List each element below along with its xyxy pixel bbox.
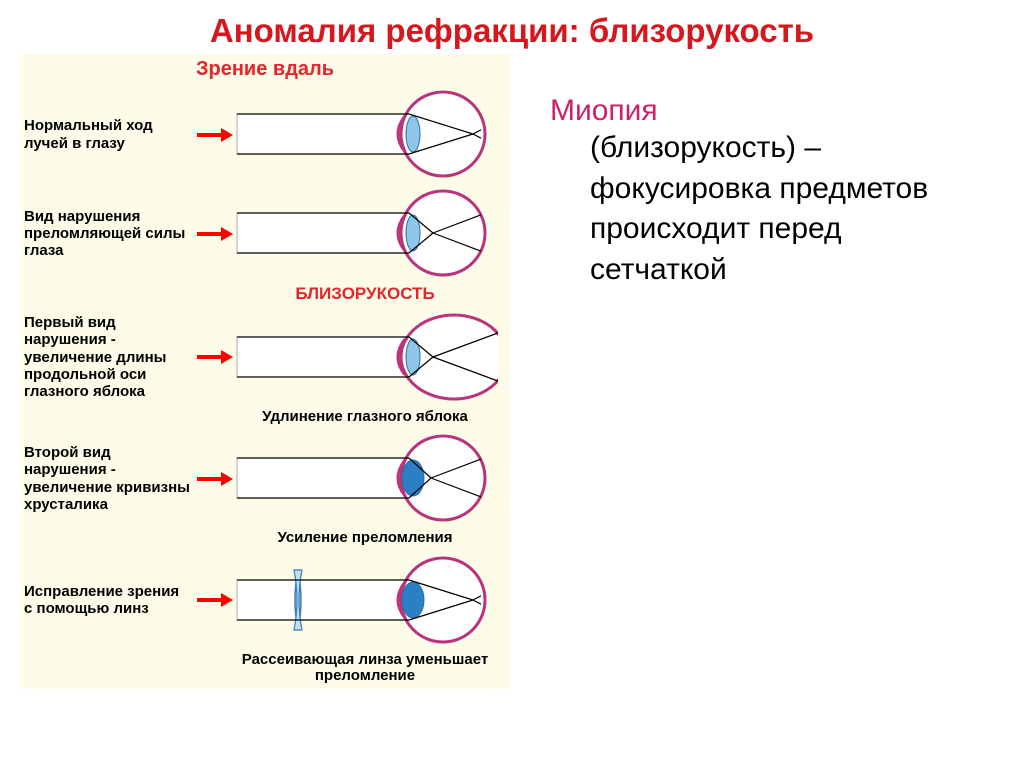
term: Миопия bbox=[550, 94, 970, 128]
row-caption: Рассеивающая линза уменьшает преломление bbox=[235, 650, 495, 689]
row-caption: Усиление преломления bbox=[235, 528, 495, 551]
row-label: Первый вид нарушения - увеличение длины … bbox=[20, 314, 195, 400]
definition-panel: Миопия (близорукость) – фокусировка пред… bbox=[510, 54, 980, 689]
diagram-row: Первый вид нарушения - увеличение длины … bbox=[20, 308, 510, 407]
row-caption: Удлинение глазного яблока bbox=[235, 407, 495, 430]
arrow-icon bbox=[195, 222, 233, 246]
eye-diagram bbox=[233, 186, 498, 281]
diagram-row: Нормальный ход лучей в глазу bbox=[20, 85, 510, 184]
row-label: Второй вид нарушения - увеличение кривиз… bbox=[20, 444, 195, 513]
arrow-icon bbox=[195, 123, 233, 147]
content-area: Зрение вдаль Нормальный ход лучей в глаз… bbox=[0, 54, 1024, 689]
eye-diagram bbox=[233, 87, 498, 182]
eye-diagram bbox=[233, 553, 498, 648]
diagram-row: Второй вид нарушения - увеличение кривиз… bbox=[20, 429, 510, 528]
rows-container: Нормальный ход лучей в глазу Вид нарушен… bbox=[20, 85, 510, 689]
eye-diagram bbox=[233, 310, 498, 405]
section-header: Зрение вдаль bbox=[20, 54, 510, 85]
arrow-icon bbox=[195, 588, 233, 612]
row-label: Вид нарушения преломляющей силы глаза bbox=[20, 208, 195, 260]
definition-text: (близорукость) – фокусировка предметов п… bbox=[550, 128, 970, 290]
row-label: Нормальный ход лучей в глазу bbox=[20, 117, 195, 152]
diagram-panel: Зрение вдаль Нормальный ход лучей в глаз… bbox=[20, 54, 510, 689]
row-label: Исправление зрения с помощью линз bbox=[20, 583, 195, 618]
row-caption: БЛИЗОРУКОСТЬ bbox=[235, 283, 495, 308]
arrow-icon bbox=[195, 345, 233, 369]
eye-diagram bbox=[233, 431, 498, 526]
diagram-row: Исправление зрения с помощью линз bbox=[20, 551, 510, 650]
page-title: Аномалия рефракции: близорукость bbox=[0, 0, 1024, 54]
diagram-row: Вид нарушения преломляющей силы глаза bbox=[20, 184, 510, 283]
arrow-icon bbox=[195, 467, 233, 491]
